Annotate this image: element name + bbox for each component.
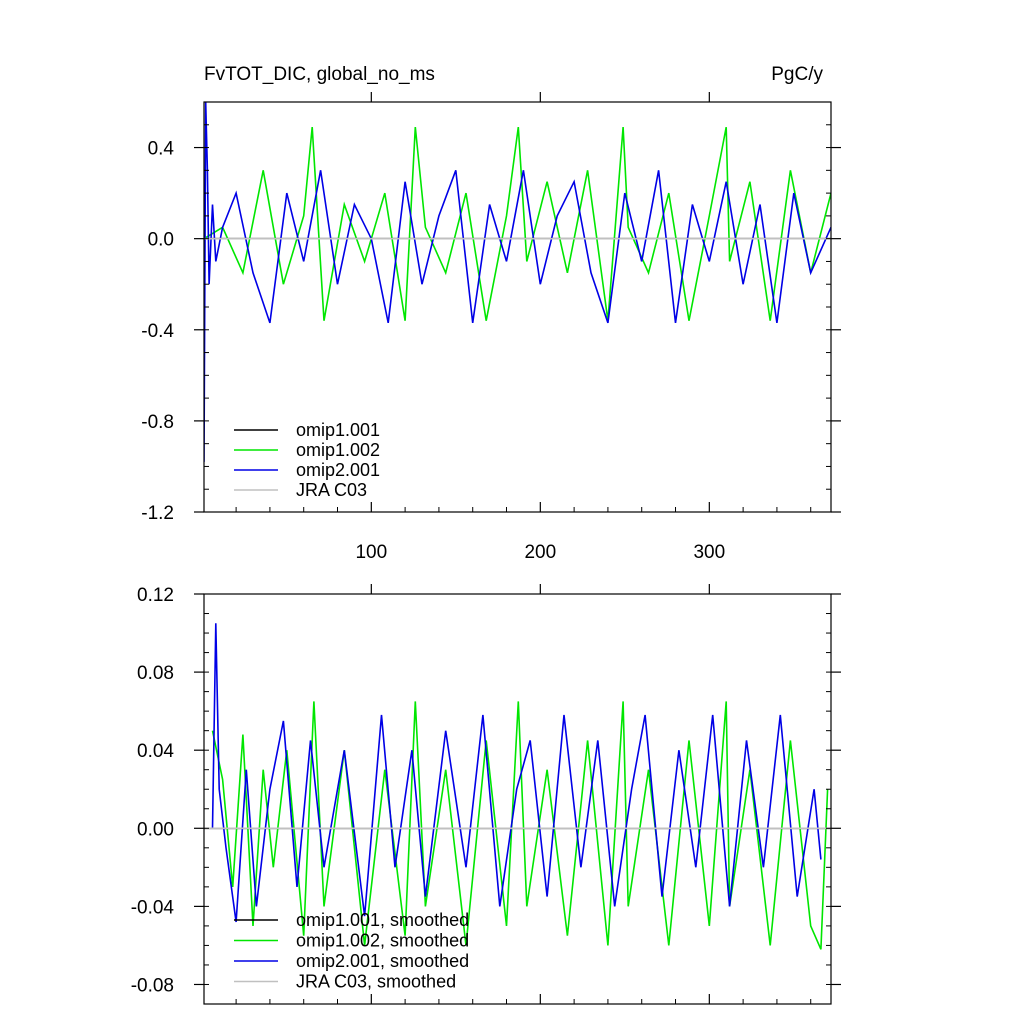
plot-frame — [203, 593, 832, 1005]
y-tick-label: -0.08 — [131, 975, 174, 996]
y-tick-label: -1.2 — [141, 503, 174, 524]
series-line-1-3 — [204, 102, 831, 462]
legend-label: omip1.002, smoothed — [296, 931, 469, 951]
top-panel: 100 200 300-1.2-0.8-0.40.00.4omip1.001omip… — [141, 92, 841, 563]
series-line-1-2 — [204, 126, 831, 321]
series-line-2-2 — [211, 701, 829, 950]
x-tick-label: 200 — [524, 542, 556, 563]
legend-label: omip2.001 — [296, 460, 380, 480]
plot-units: PgC/y — [771, 64, 823, 85]
legend-label: omip1.001 — [296, 420, 380, 440]
y-tick-label: 0.4 — [148, 139, 175, 160]
x-tick-label: 300 — [693, 542, 725, 563]
x-tick-label: 100 — [355, 542, 387, 563]
y-tick-label: 0.0 — [148, 230, 174, 251]
legend-label: JRA C03, smoothed — [296, 972, 456, 992]
legend-label: omip2.001, smoothed — [296, 951, 469, 971]
y-tick-label: 0.00 — [137, 819, 174, 840]
bottom-panel: -0.08 -0.04 0.00 0.04 0.08 0.12 omip1.001, smo… — [131, 584, 841, 1005]
series-line-2-3 — [211, 623, 822, 923]
y-tick-label: 0.04 — [137, 741, 174, 762]
legend-label: JRA C03 — [296, 480, 367, 500]
y-tick-label: -0.04 — [131, 897, 175, 918]
legend-label: omip1.002 — [296, 440, 380, 460]
y-tick-label: 0.08 — [137, 663, 174, 684]
plot-title: FvTOT_DIC, global_no_ms — [204, 64, 435, 85]
y-tick-label: 0.12 — [137, 585, 174, 606]
y-tick-label: -0.4 — [141, 321, 174, 342]
y-tick-label: -0.8 — [141, 412, 174, 433]
legend-label: omip1.001, smoothed — [296, 910, 469, 930]
